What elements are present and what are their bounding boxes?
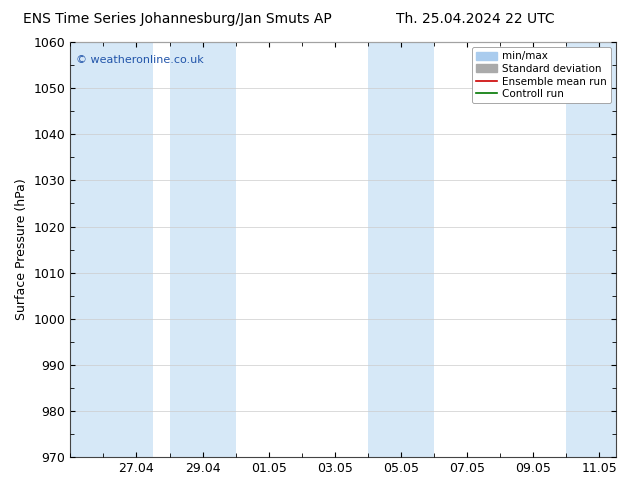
Text: Th. 25.04.2024 22 UTC: Th. 25.04.2024 22 UTC (396, 12, 555, 26)
Y-axis label: Surface Pressure (hPa): Surface Pressure (hPa) (15, 179, 28, 320)
Text: ENS Time Series Johannesburg/Jan Smuts AP: ENS Time Series Johannesburg/Jan Smuts A… (23, 12, 332, 26)
Bar (169, 42, 236, 457)
Text: © weatheronline.co.uk: © weatheronline.co.uk (75, 54, 204, 65)
Bar (368, 42, 434, 457)
Bar (566, 42, 616, 457)
Bar (70, 42, 153, 457)
Legend: min/max, Standard deviation, Ensemble mean run, Controll run: min/max, Standard deviation, Ensemble me… (472, 47, 611, 103)
